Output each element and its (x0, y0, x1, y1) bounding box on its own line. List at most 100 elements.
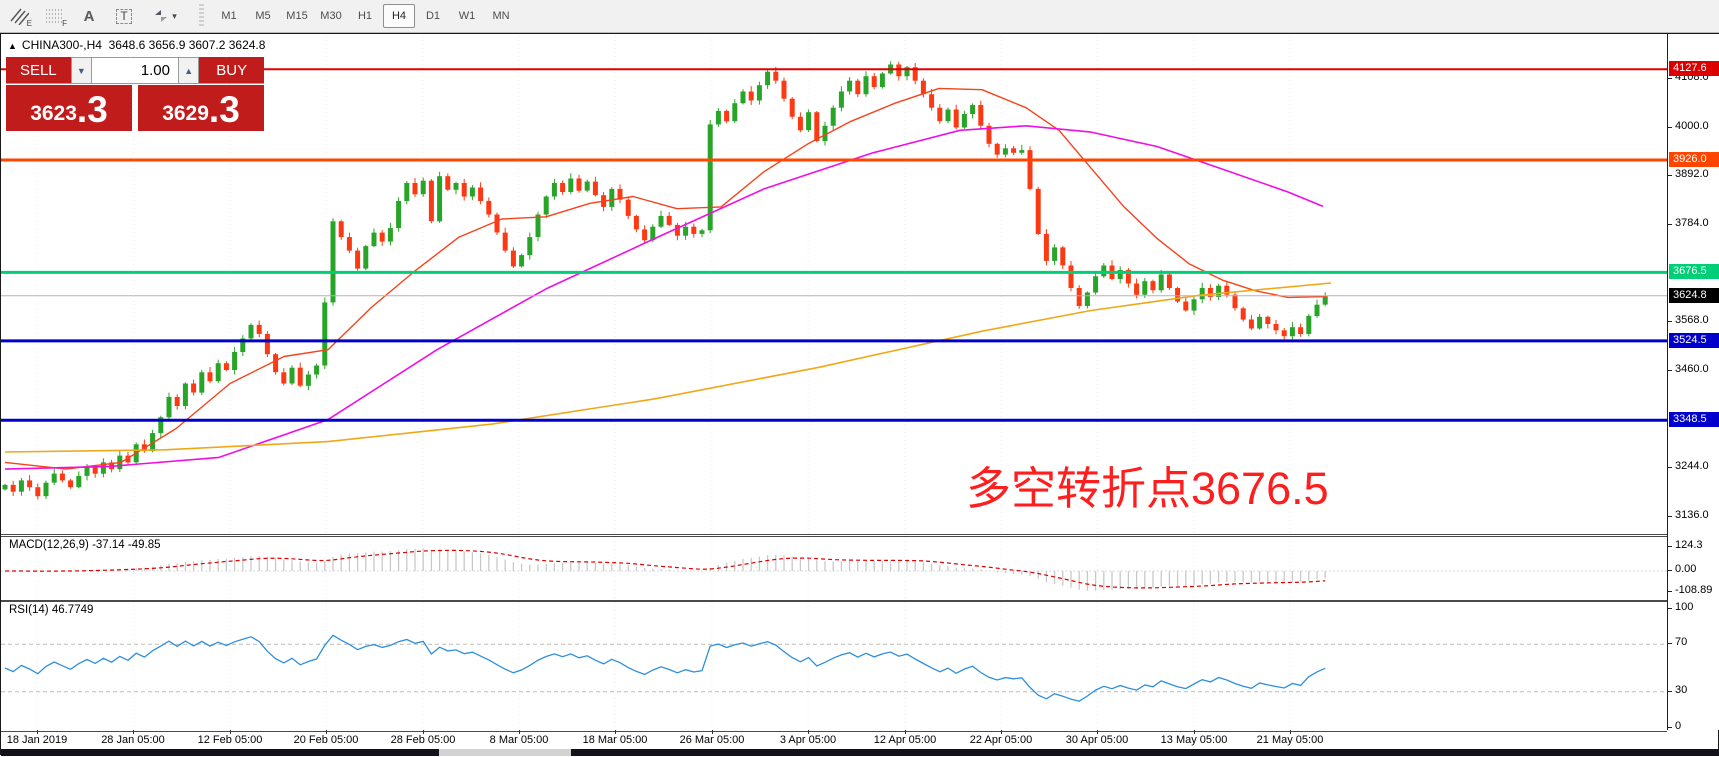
price-tick-label: 4000.0 (1675, 120, 1709, 132)
chevron-down-icon: ▾ (172, 10, 177, 21)
chart-window: ▲ CHINA300-,H4 3648.6 3656.9 3607.2 3624.… (0, 33, 1719, 756)
letter-a-icon: A (83, 7, 95, 25)
price-tick (1668, 224, 1672, 225)
top-toolbar: E F A T ▾ M1 M5 M15 M30 H1 H4 D1 W1 MN (0, 0, 1719, 33)
date-label: 28 Feb 05:00 (390, 734, 456, 746)
timeframe-m30[interactable]: M30 (320, 10, 342, 22)
macd-tick-label: 124.3 (1675, 539, 1703, 551)
rsi-tick-label: 100 (1675, 601, 1694, 613)
symbol-timeframe-label: CHINA300-,H4 (21, 38, 102, 52)
rsi-tick (1668, 727, 1672, 728)
tool-sub-letter: F (62, 19, 67, 28)
price-tick-label: 3460.0 (1675, 363, 1709, 375)
horizontal-scrollbar[interactable] (1, 749, 1719, 756)
price-badge-3524.5: 3524.5 (1669, 333, 1719, 348)
price-axis[interactable]: 4108.0 4000.0 3892.0 3784.0 3568.0 3460.0 3244… (1667, 34, 1719, 732)
text-tool-button[interactable]: T (108, 3, 140, 29)
ohlc-values: 3648.6 3656.9 3607.2 3624.8 (108, 38, 266, 52)
buy-price-display[interactable]: 3629 .3 (138, 85, 264, 131)
macd-tick (1668, 546, 1672, 547)
panel-separator (1, 534, 1719, 535)
timeframe-m5[interactable]: M5 (255, 10, 271, 22)
date-tick (808, 730, 809, 734)
date-tick (230, 730, 231, 734)
macd-tick (1668, 591, 1672, 592)
price-tick (1668, 516, 1672, 517)
date-label: 18 Jan 2019 (6, 734, 68, 746)
price-tick-label: 3244.0 (1675, 460, 1709, 472)
date-tick (1194, 730, 1195, 734)
fast-ma-line (4, 87, 1328, 470)
date-label: 21 May 05:00 (1256, 734, 1324, 746)
rsi-tick-label: 30 (1675, 684, 1688, 696)
chart-title: ▲ CHINA300-,H4 3648.6 3656.9 3607.2 3624.… (8, 38, 265, 52)
rsi-tick (1668, 643, 1672, 644)
equidistant-channel-tool-button[interactable]: E (3, 3, 35, 29)
date-label: 3 Apr 05:00 (779, 734, 837, 746)
date-label: 28 Jan 05:00 (101, 734, 165, 746)
date-label: 30 Apr 05:00 (1065, 734, 1129, 746)
price-tick (1668, 127, 1672, 128)
rsi-tick (1668, 608, 1672, 609)
timeframe-mn[interactable]: MN (492, 10, 510, 22)
price-badge-3926.0: 3926.0 (1669, 152, 1719, 167)
date-tick (1097, 730, 1098, 734)
price-tick-label: 3892.0 (1675, 168, 1709, 180)
timeframe-h1[interactable]: H1 (357, 10, 373, 22)
date-tick (712, 730, 713, 734)
price-tick-label: 3136.0 (1675, 509, 1709, 521)
volume-decrease-button[interactable]: ▼ (70, 57, 92, 84)
macd-panel-plot[interactable] (1, 536, 1667, 601)
trade-price-row: 3623 .3 3629 .3 (6, 85, 264, 131)
price-tick (1668, 370, 1672, 371)
volume-input[interactable] (92, 57, 178, 84)
scrollbar-thumb[interactable] (439, 749, 571, 756)
date-tick (905, 730, 906, 734)
date-tick (37, 730, 38, 734)
toolbar-grip (199, 4, 204, 28)
rsi-tick-label: 70 (1675, 636, 1688, 648)
buy-button[interactable]: BUY (199, 57, 264, 84)
chart-annotation: 多空转折点3676.5 (966, 463, 1329, 514)
trade-top-row: SELL ▼ ▲ BUY (6, 57, 264, 84)
timeframe-h4[interactable]: H4 (383, 4, 415, 28)
one-click-trading-widget: SELL ▼ ▲ BUY 3623 .3 3629 .3 (6, 57, 264, 131)
timeframe-m15[interactable]: M15 (286, 10, 308, 22)
date-label: 8 Mar 05:00 (489, 734, 549, 746)
price-badge-4127.6: 4127.6 (1669, 61, 1719, 76)
rsi-label: RSI(14) 46.7749 (9, 604, 94, 616)
rsi-tick (1668, 691, 1672, 692)
timeframe-m1[interactable]: M1 (221, 10, 237, 22)
fibo-grid-tool-button[interactable]: F (38, 3, 70, 29)
date-tick (1001, 730, 1002, 734)
diagonal-lines-icon (10, 8, 29, 25)
macd-tick-label: 0.00 (1675, 563, 1697, 575)
date-tick (615, 730, 616, 734)
arrows-icon (155, 10, 168, 22)
sell-price-display[interactable]: 3623 .3 (6, 85, 132, 131)
timeframe-w1[interactable]: W1 (458, 10, 476, 22)
price-tick (1668, 321, 1672, 322)
macd-tick-label: -108.89 (1675, 584, 1713, 596)
price-badge-3676.5: 3676.5 (1669, 264, 1719, 279)
price-tick-label: 3784.0 (1675, 217, 1709, 229)
time-axis[interactable]: 18 Jan 2019 28 Jan 05:00 12 Feb 05:00 20 Fe… (1, 730, 1667, 749)
rsi-line (4, 634, 1326, 702)
arrows-tool-button[interactable]: ▾ (143, 3, 187, 29)
sell-button[interactable]: SELL (6, 57, 71, 84)
slow-ma-line (4, 282, 1332, 453)
date-label: 22 Apr 05:00 (969, 734, 1033, 746)
volume-increase-button[interactable]: ▲ (178, 57, 200, 84)
tool-sub-letter: E (26, 19, 32, 28)
rsi-panel-plot[interactable] (1, 601, 1667, 732)
price-badge-3624.8: 3624.8 (1669, 288, 1719, 303)
timeframe-d1[interactable]: D1 (425, 10, 441, 22)
date-label: 12 Apr 05:00 (873, 734, 937, 746)
date-tick (133, 730, 134, 734)
label-tool-button[interactable]: A (73, 3, 105, 29)
rsi-tick-label: 0 (1675, 720, 1682, 732)
date-tick (326, 730, 327, 734)
symbol-collapse-icon[interactable]: ▲ (8, 41, 17, 51)
mid-ma-line (4, 125, 1324, 470)
price-chart-plot[interactable] (1, 36, 1667, 534)
